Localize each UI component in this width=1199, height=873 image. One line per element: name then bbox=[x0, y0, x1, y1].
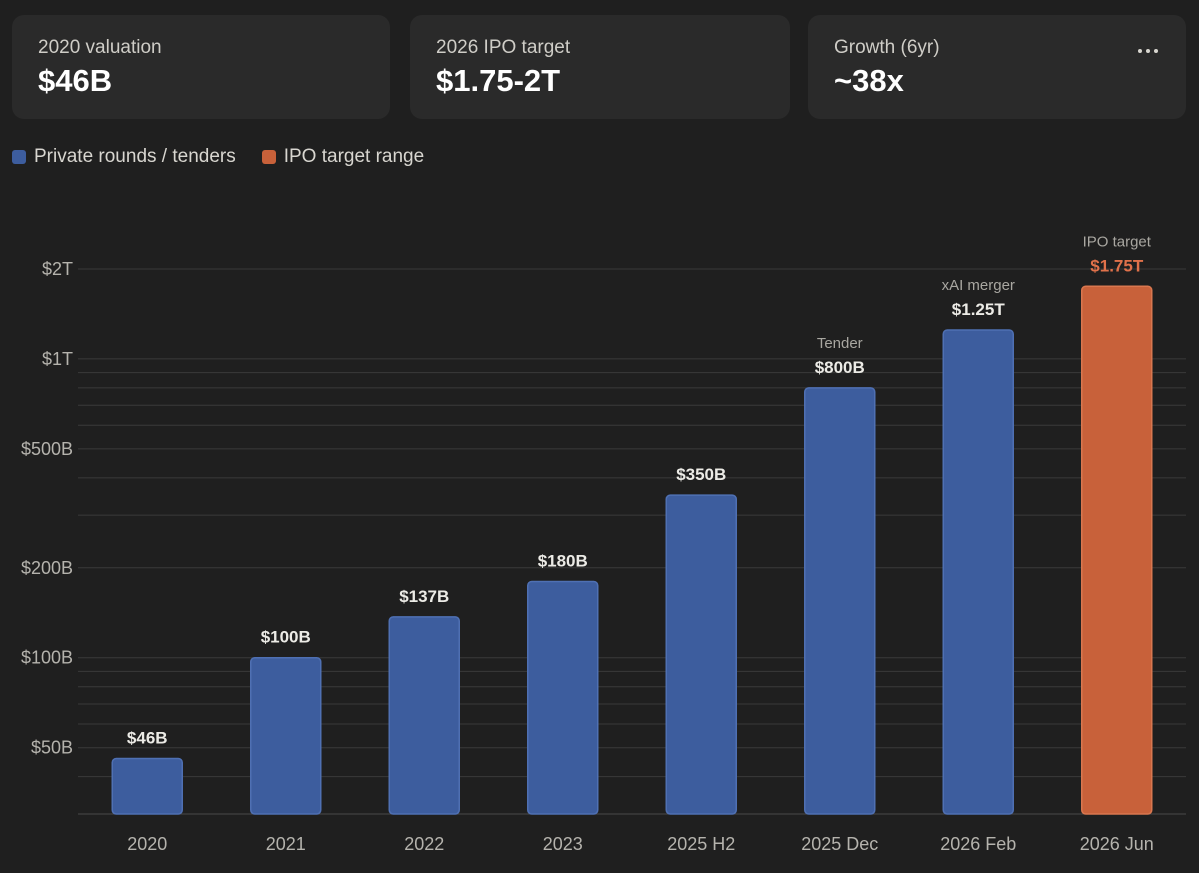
data-label: $1.75T bbox=[1090, 256, 1144, 275]
stat-card-growth: Growth (6yr) ~38x bbox=[808, 15, 1186, 119]
bar-2026-feb bbox=[942, 329, 1014, 815]
stat-value: ~38x bbox=[834, 63, 904, 98]
x-tick-label: 2025 H2 bbox=[667, 834, 735, 854]
bar-2025-dec bbox=[804, 387, 876, 815]
stat-card-2020-valuation: 2020 valuation $46B bbox=[12, 15, 390, 119]
x-tick-label: 2023 bbox=[543, 834, 583, 854]
stat-label: 2026 IPO target bbox=[436, 37, 571, 58]
data-label: $46B bbox=[127, 729, 168, 748]
legend-item-ipo-target[interactable]: IPO target range bbox=[261, 146, 425, 168]
y-tick-label: $2T bbox=[42, 259, 73, 279]
bar-2022 bbox=[388, 616, 460, 815]
valuation-bar-chart: $50B $100B $200B $500B $1T $2T $46B 2020 $100B 20… bbox=[21, 233, 1186, 854]
data-label: $1.25T bbox=[952, 300, 1006, 319]
data-label: $137B bbox=[399, 587, 449, 606]
y-tick-label: $1T bbox=[42, 349, 73, 369]
data-label: $100B bbox=[261, 628, 311, 647]
legend-swatch bbox=[261, 150, 276, 164]
stat-value: $1.75-2T bbox=[436, 63, 561, 98]
y-tick-label: $500B bbox=[21, 439, 73, 459]
y-tick-label: $200B bbox=[21, 558, 73, 578]
data-label: $800B bbox=[815, 358, 865, 377]
bar-2026-jun bbox=[1081, 285, 1153, 815]
legend-label: IPO target range bbox=[283, 146, 425, 167]
chart-legend: Private rounds / tenders IPO target rang… bbox=[12, 146, 424, 168]
stat-label: 2020 valuation bbox=[38, 37, 162, 58]
data-label: $180B bbox=[538, 551, 588, 570]
y-tick-label: $50B bbox=[31, 738, 73, 758]
x-tick-label: 2026 Feb bbox=[940, 834, 1016, 854]
x-tick-label: 2026 Jun bbox=[1080, 834, 1154, 854]
legend-label: Private rounds / tenders bbox=[34, 146, 236, 167]
stat-card-ipo-target: 2026 IPO target $1.75-2T bbox=[410, 15, 790, 119]
x-tick-label: 2022 bbox=[404, 834, 444, 854]
x-tick-label: 2020 bbox=[127, 834, 167, 854]
legend-item-private-rounds[interactable]: Private rounds / tenders bbox=[12, 146, 236, 168]
bar-annotation: IPO target bbox=[1083, 233, 1152, 250]
bar-annotation: xAI merger bbox=[942, 277, 1015, 294]
bar-annotation: Tender bbox=[817, 335, 863, 352]
x-tick-label: 2021 bbox=[266, 834, 306, 854]
bar-2020 bbox=[111, 757, 183, 815]
stat-label: Growth (6yr) bbox=[834, 37, 940, 58]
data-label: $350B bbox=[676, 465, 726, 484]
y-tick-label: $100B bbox=[21, 648, 73, 668]
more-options-icon[interactable] bbox=[1138, 45, 1162, 57]
x-tick-label: 2025 Dec bbox=[801, 834, 878, 854]
legend-swatch bbox=[12, 150, 26, 164]
stat-value: $46B bbox=[38, 63, 113, 98]
bar-2021 bbox=[250, 656, 322, 815]
bar-2025-h2 bbox=[665, 494, 737, 815]
bar-2023 bbox=[527, 580, 599, 815]
